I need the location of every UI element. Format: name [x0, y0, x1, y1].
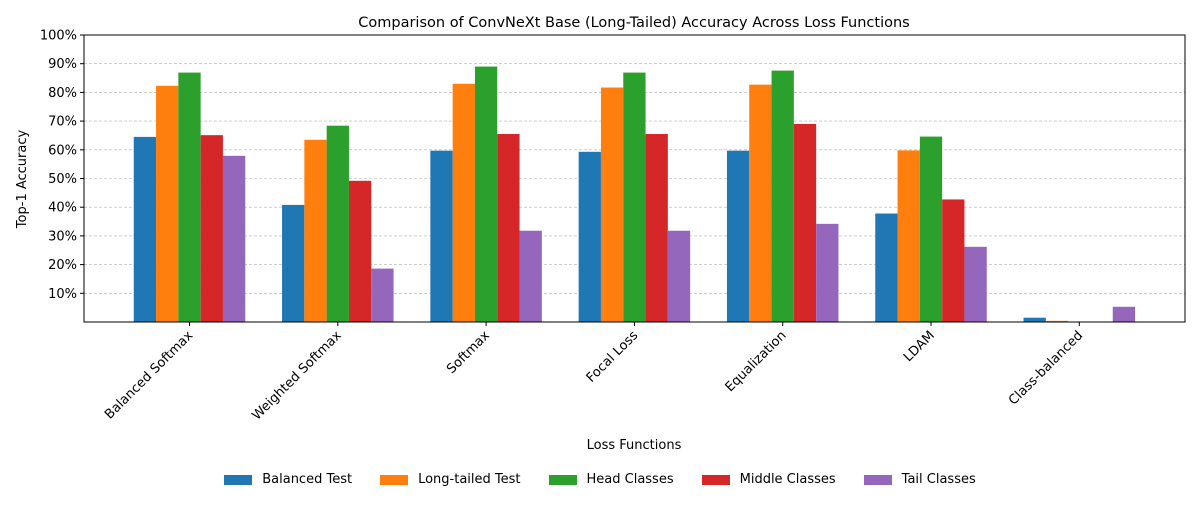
legend-item: Balanced Test: [224, 472, 352, 487]
bar-balanced-test-6: [1023, 317, 1046, 322]
bar-balanced-test-2: [430, 150, 453, 322]
y-tick-label: 100%: [40, 29, 77, 44]
bar-middle-classes-5: [942, 199, 965, 322]
bar-long-tailed-test-4: [749, 84, 772, 322]
y-tick-label: 70%: [48, 115, 77, 130]
legend-item: Tail Classes: [863, 472, 976, 487]
legend-swatch: [863, 474, 892, 485]
x-tick-label: Weighted Softmax: [249, 328, 344, 423]
legend-label: Balanced Test: [262, 472, 353, 487]
y-tick-label: 10%: [48, 287, 77, 302]
bar-middle-classes-2: [497, 134, 520, 322]
bar-tail-classes-1: [371, 268, 394, 322]
y-tick-label: 50%: [48, 172, 77, 187]
bar-balanced-test-0: [133, 136, 157, 322]
legend-label: Tail Classes: [901, 472, 976, 487]
bar-balanced-test-4: [726, 150, 750, 322]
legend-swatch: [701, 474, 730, 485]
chart-title: Comparison of ConvNeXt Base (Long-Tailed…: [358, 15, 909, 31]
x-tick-labels: Balanced Softmax Weighted Softmax Softmax F…: [102, 328, 1086, 423]
bar-head-classes-0: [178, 72, 201, 322]
bar-tail-classes-5: [964, 246, 987, 322]
bar-tail-classes-2: [519, 230, 542, 322]
y-tick-label: 20%: [48, 258, 77, 273]
x-tick-label: Focal Loss: [584, 328, 642, 386]
bar-tail-classes-6: [1112, 306, 1136, 322]
x-tick-label: Equalization: [723, 328, 790, 395]
bar-balanced-test-1: [282, 204, 305, 322]
bar-middle-classes-1: [348, 180, 372, 322]
axes-layer: [80, 34, 1186, 326]
legend-item: Middle Classes: [701, 472, 836, 487]
bar-long-tailed-test-6: [1045, 320, 1069, 322]
legend-item: Long-tailed Test: [380, 472, 521, 487]
bar-long-tailed-test-1: [304, 139, 327, 322]
bar-tail-classes-3: [667, 230, 691, 322]
bar-head-classes-5: [919, 136, 943, 322]
y-tick-label: 60%: [48, 143, 77, 158]
legend-swatch: [380, 474, 409, 485]
legend: Balanced Test Long-tailed Test Head Classe…: [0, 472, 1200, 487]
legend-label: Long-tailed Test: [418, 472, 521, 487]
x-axis-label: Loss Functions: [587, 438, 682, 453]
bar-head-classes-4: [771, 70, 794, 322]
bar-head-classes-3: [623, 72, 646, 322]
y-tick-labels: 10% 20% 30% 40% 50% 60% 70% 80% 90% 100%: [40, 29, 77, 302]
bar-long-tailed-test-0: [156, 85, 179, 322]
bar-head-classes-1: [326, 125, 349, 322]
y-tick-label: 90%: [48, 57, 77, 72]
legend-swatch: [224, 474, 253, 485]
x-tick-label: LDAM: [901, 328, 938, 365]
legend-item: Head Classes: [548, 472, 674, 487]
bars-layer: [133, 66, 1136, 322]
y-axis-label: Top-1 Accuracy: [15, 130, 30, 230]
bar-middle-classes-4: [793, 123, 817, 322]
bar-long-tailed-test-3: [600, 87, 624, 322]
y-tick-label: 30%: [48, 229, 77, 244]
bar-balanced-test-3: [578, 151, 601, 322]
bar-tail-classes-4: [816, 223, 839, 322]
x-tick-label: Softmax: [444, 328, 493, 377]
y-tick-label: 80%: [48, 86, 77, 101]
plot-frame: [83, 34, 1186, 323]
bar-long-tailed-test-5: [897, 150, 920, 322]
y-tick-label: 40%: [48, 201, 77, 216]
bar-chart: Comparison of ConvNeXt Base (Long-Tailed…: [15, 15, 1186, 453]
legend-swatch: [548, 474, 577, 485]
legend-label: Head Classes: [586, 472, 674, 487]
x-tick-label: Balanced Softmax: [102, 328, 196, 422]
legend-label: Middle Classes: [739, 472, 836, 487]
bar-head-classes-2: [474, 66, 498, 322]
bar-tail-classes-0: [222, 155, 246, 322]
bar-middle-classes-3: [645, 134, 668, 322]
x-tick-label: Class-balanced: [1006, 328, 1086, 408]
bar-middle-classes-0: [200, 135, 223, 322]
bar-long-tailed-test-2: [452, 83, 475, 322]
bar-balanced-test-5: [875, 213, 898, 322]
